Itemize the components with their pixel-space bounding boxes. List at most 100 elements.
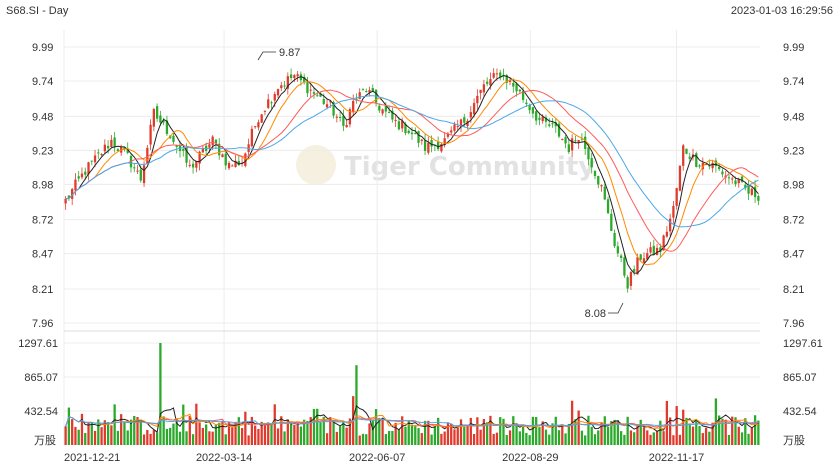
candle-body xyxy=(152,109,156,127)
candle-body xyxy=(404,124,407,134)
candle-body xyxy=(495,73,499,75)
candle-body xyxy=(352,100,355,113)
candle-body xyxy=(74,179,77,191)
candle-body xyxy=(182,148,185,151)
volume-bar xyxy=(472,433,476,445)
volume-bar xyxy=(234,422,237,445)
candle-body xyxy=(675,188,678,206)
volume-unit-right: 万股 xyxy=(783,434,805,447)
volume-bar xyxy=(557,430,561,445)
candle-body xyxy=(440,144,443,152)
volume-bar xyxy=(574,419,577,445)
volume-bar xyxy=(688,424,691,445)
price-tick-label-left: 8.47 xyxy=(32,249,53,261)
volume-bar xyxy=(734,417,737,445)
volume-tick-label-left: 865.07 xyxy=(24,372,58,384)
volume-bar xyxy=(466,426,469,445)
candle-body xyxy=(521,90,525,100)
candle-body xyxy=(358,92,361,99)
price-tick-label-left: 7.96 xyxy=(32,318,53,330)
volume-bar xyxy=(146,429,149,445)
candle-body xyxy=(195,161,198,168)
volume-ma-line xyxy=(65,416,759,428)
price-tick-label-right: 9.74 xyxy=(783,76,804,88)
volume-bar xyxy=(649,434,652,445)
volume-bar xyxy=(120,414,123,445)
candle-body xyxy=(623,257,626,276)
price-ma-line xyxy=(65,79,759,266)
candle-body xyxy=(557,123,561,137)
low-annotation-line xyxy=(608,302,624,314)
candle-body xyxy=(214,139,218,144)
symbol-title: S68.SI - Day xyxy=(6,5,69,17)
volume-bar xyxy=(384,434,388,445)
volume-bar xyxy=(678,434,682,445)
candle-body xyxy=(231,165,234,167)
candle-body xyxy=(508,80,512,82)
volume-bar xyxy=(401,416,404,445)
volume-bar xyxy=(495,432,499,445)
candle-body xyxy=(136,170,139,172)
candle-body xyxy=(319,93,322,97)
candle-body xyxy=(270,102,273,104)
candle-body xyxy=(531,107,535,114)
volume-bar xyxy=(378,418,381,445)
volume-bar xyxy=(185,431,188,445)
volume-bar xyxy=(659,420,662,445)
volume-bar xyxy=(646,430,649,445)
volume-bar xyxy=(126,430,129,445)
price-ma-line xyxy=(65,95,759,228)
volume-bar xyxy=(486,422,489,445)
volume-bar xyxy=(178,431,182,445)
candle-body xyxy=(378,105,381,111)
volume-bar xyxy=(590,426,593,445)
timestamp: 2023-01-03 16:29:56 xyxy=(731,5,833,17)
volume-bar xyxy=(430,434,433,445)
candle-body xyxy=(613,232,616,247)
volume-bar xyxy=(623,434,626,445)
volume-bar xyxy=(149,433,152,445)
volume-bar xyxy=(456,427,459,445)
candle-body xyxy=(276,89,280,96)
candle-body xyxy=(528,104,531,111)
candle-body xyxy=(381,109,384,114)
volume-bar xyxy=(404,426,407,445)
candle-body xyxy=(479,89,482,94)
volume-bar xyxy=(476,417,479,445)
volume-bar xyxy=(714,398,718,445)
candle-body xyxy=(361,89,365,91)
volume-bar xyxy=(368,423,371,445)
volume-bar xyxy=(152,429,156,445)
price-tick-label-left: 8.98 xyxy=(32,179,53,191)
volume-bar xyxy=(450,423,453,445)
volume-bar xyxy=(227,421,231,445)
candle-body xyxy=(499,72,502,78)
candle-body xyxy=(165,120,169,134)
volume-bar xyxy=(528,435,531,445)
price-tick-label-right: 8.98 xyxy=(783,179,804,191)
volume-bar xyxy=(136,417,139,445)
candle-body xyxy=(365,91,368,93)
volume-bar xyxy=(169,427,172,445)
price-tick-label-left: 9.48 xyxy=(32,111,53,123)
volume-chart xyxy=(64,343,760,445)
candle-body xyxy=(410,132,414,135)
candle-body xyxy=(312,92,316,94)
volume-bar xyxy=(682,409,685,445)
volume-bar xyxy=(77,429,80,445)
volume-bar xyxy=(129,419,133,445)
candle-body xyxy=(267,99,270,108)
volume-bar xyxy=(691,426,695,445)
candle-body xyxy=(649,247,652,253)
candle-body xyxy=(430,140,433,147)
volume-bar xyxy=(224,434,227,445)
candle-body xyxy=(237,160,240,166)
candle-body xyxy=(704,164,708,166)
volume-bar xyxy=(655,431,659,445)
volume-bar xyxy=(106,422,110,445)
volume-bar xyxy=(753,415,757,445)
volume-bar xyxy=(218,422,221,445)
volume-bar xyxy=(391,431,394,445)
candle-body xyxy=(466,120,469,127)
candle-body xyxy=(303,76,306,82)
